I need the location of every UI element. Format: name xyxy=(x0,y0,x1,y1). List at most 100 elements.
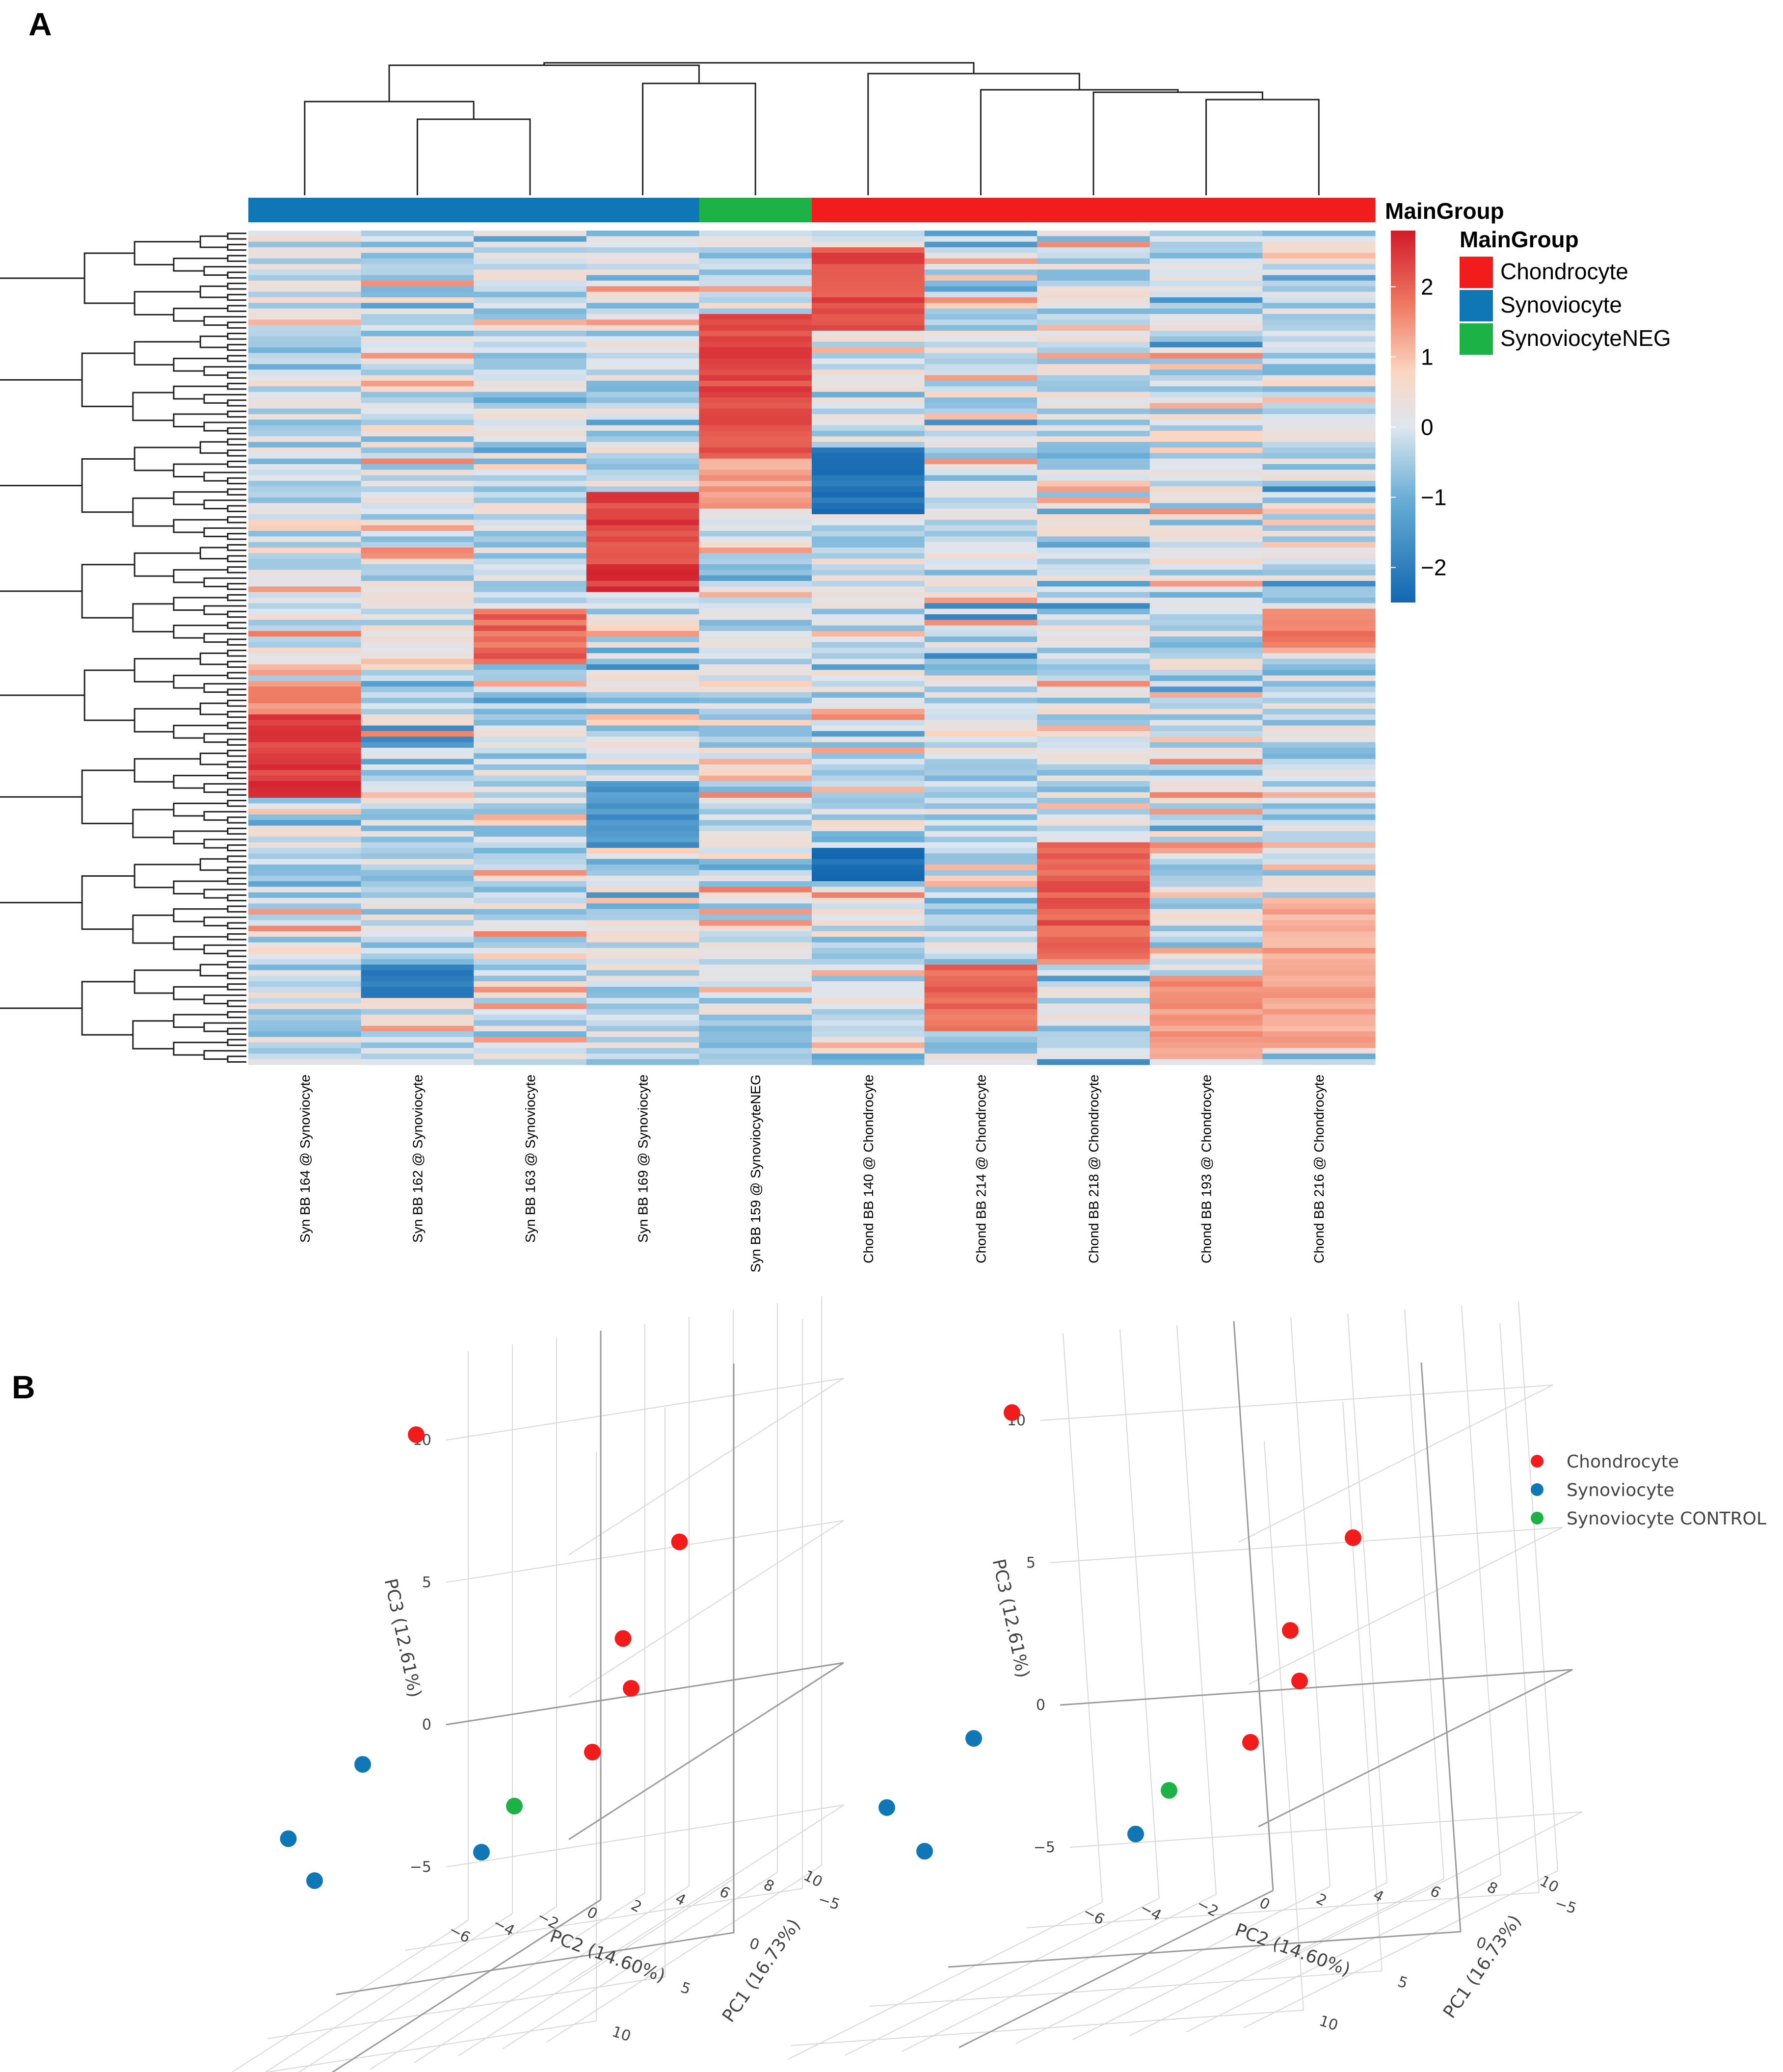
heatmap-cell xyxy=(1149,425,1263,431)
heatmap-cell xyxy=(924,297,1038,303)
heatmap-cell xyxy=(699,686,812,693)
grid-line xyxy=(1264,1441,1304,2011)
heatmap-cell xyxy=(699,1053,812,1060)
heatmap-cell xyxy=(699,481,812,487)
heatmap-cell xyxy=(1149,742,1263,748)
heatmap-cell xyxy=(699,1025,812,1032)
heatmap-cell xyxy=(586,531,699,537)
heatmap-cell xyxy=(1262,308,1376,315)
heatmap-cell xyxy=(812,892,925,898)
heatmap-cell xyxy=(474,508,587,515)
heatmap-cell xyxy=(924,959,1038,965)
heatmap-cell xyxy=(699,636,812,643)
heatmap-cell xyxy=(1149,297,1263,303)
heatmap-cell xyxy=(586,642,699,648)
row-dendrogram-link xyxy=(173,519,228,533)
heatmap-cell xyxy=(361,775,474,782)
row-dendrogram-link xyxy=(227,722,246,729)
heatmap-cell xyxy=(474,825,587,832)
heatmap-cell xyxy=(1149,542,1263,548)
heatmap-cell xyxy=(1149,692,1263,698)
heatmap-cell xyxy=(586,820,699,826)
heatmap-cell xyxy=(361,336,474,342)
heatmap-cell xyxy=(1149,492,1263,498)
heatmap-cell xyxy=(812,998,925,1004)
heatmap-cell xyxy=(1037,1042,1150,1049)
heatmap-cell xyxy=(1037,464,1150,470)
heatmap-cell xyxy=(248,948,362,954)
heatmap-cell xyxy=(361,803,474,810)
heatmap-cell xyxy=(361,553,474,559)
heatmap-cell xyxy=(1262,925,1376,932)
heatmap-cell xyxy=(1149,653,1263,659)
row-dendrogram-link xyxy=(227,650,246,657)
heatmap-cell xyxy=(1149,809,1263,815)
heatmap-cell xyxy=(586,742,699,748)
heatmap-cell xyxy=(586,720,699,726)
heatmap-cell xyxy=(248,247,362,253)
heatmap-cell xyxy=(699,875,812,882)
heatmap-cell xyxy=(361,358,474,365)
heatmap-cell xyxy=(1149,392,1263,398)
heatmap-cell xyxy=(474,970,587,976)
heatmap-cell xyxy=(361,965,474,970)
heatmap-cell xyxy=(924,291,1038,298)
heatmap-cell xyxy=(924,787,1038,793)
heatmap-cell xyxy=(361,1009,474,1015)
heatmap-cell xyxy=(1037,681,1150,687)
heatmap-cell xyxy=(586,336,699,342)
heatmap-cell xyxy=(248,1042,362,1049)
heatmap-cell xyxy=(1149,247,1263,253)
row-dendrogram-link xyxy=(227,1027,246,1035)
heatmap-cell xyxy=(924,247,1038,253)
heatmap-cell xyxy=(1149,481,1263,487)
heatmap-cell xyxy=(1149,675,1263,682)
heatmap-cell xyxy=(1262,386,1376,393)
heatmap-cell xyxy=(924,698,1038,704)
heatmap-cell xyxy=(248,1003,362,1010)
heatmap-cell xyxy=(812,481,925,487)
heatmap-cell xyxy=(1149,925,1263,932)
heatmap-cell xyxy=(248,1048,362,1054)
heatmap-cell xyxy=(924,653,1038,659)
heatmap-cell xyxy=(1262,970,1376,976)
heatmap-cell xyxy=(361,575,474,581)
pc2-tick-label: 10 xyxy=(1537,1872,1561,1896)
heatmap-cell xyxy=(699,787,812,793)
heatmap-cell xyxy=(1149,325,1263,331)
heatmap-cell xyxy=(361,308,474,315)
heatmap-cell xyxy=(812,341,925,348)
heatmap-cell xyxy=(586,658,699,665)
heatmap-cell xyxy=(924,481,1038,487)
row-dendrogram-link xyxy=(203,1050,246,1060)
heatmap-cell xyxy=(1149,975,1263,982)
heatmap-cell xyxy=(361,708,474,715)
heatmap-cell xyxy=(1149,586,1263,593)
heatmap-cell xyxy=(586,525,699,531)
grid-line xyxy=(1069,1811,1583,1969)
heatmap-cell xyxy=(699,670,812,676)
pca-point-synoviocyte-control xyxy=(1161,1782,1177,1799)
heatmap-cell xyxy=(1037,325,1150,331)
heatmap-cell xyxy=(1262,442,1376,448)
row-dendrogram-link xyxy=(227,866,246,874)
heatmap-cell xyxy=(812,970,925,976)
heatmap-cell xyxy=(1262,564,1376,570)
heatmap-cell xyxy=(1262,281,1376,287)
heatmap-cell xyxy=(1262,792,1376,798)
heatmap-cell xyxy=(1262,675,1376,682)
annotation-cell-chondrocyte xyxy=(924,198,1038,222)
heatmap-cell xyxy=(474,686,587,693)
heatmap-cell xyxy=(699,987,812,993)
grid-line xyxy=(231,1920,469,2072)
heatmap-cell xyxy=(924,564,1038,570)
heatmap-cell xyxy=(586,236,699,242)
heatmap-cell xyxy=(1262,353,1376,359)
heatmap-cell xyxy=(474,303,587,309)
row-dendrogram-link xyxy=(227,355,246,362)
heatmap-cell xyxy=(1262,775,1376,782)
heatmap-cell xyxy=(1037,598,1150,603)
row-dendrogram-link xyxy=(227,305,246,312)
grid-line xyxy=(1518,1301,1558,1871)
heatmap-cell xyxy=(474,742,587,748)
